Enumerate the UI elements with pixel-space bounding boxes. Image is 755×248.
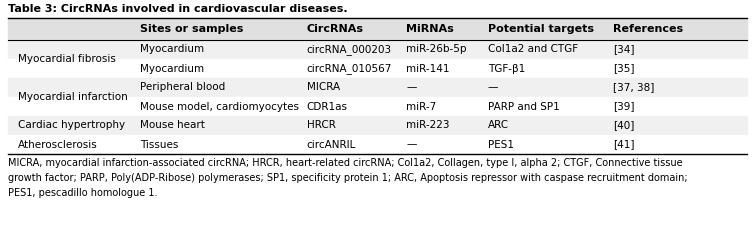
Text: MICRA: MICRA [307, 83, 340, 93]
Text: circRNA_000203: circRNA_000203 [307, 44, 392, 55]
Text: Myocardium: Myocardium [140, 63, 205, 73]
Text: circANRIL: circANRIL [307, 139, 356, 150]
Text: Mouse model, cardiomyocytes: Mouse model, cardiomyocytes [140, 101, 299, 112]
Text: —: — [406, 139, 417, 150]
Text: miR-141: miR-141 [406, 63, 450, 73]
Text: MICRA, myocardial infarction-associated circRNA; HRCR, heart-related circRNA; Co: MICRA, myocardial infarction-associated … [8, 158, 688, 198]
Text: CDR1as: CDR1as [307, 101, 347, 112]
Text: Table 3: CircRNAs involved in cardiovascular diseases.: Table 3: CircRNAs involved in cardiovasc… [8, 4, 347, 14]
Text: PES1: PES1 [488, 139, 513, 150]
Text: Myocardial fibrosis: Myocardial fibrosis [18, 54, 116, 64]
Text: miR-223: miR-223 [406, 121, 450, 130]
Bar [8, 59, 747, 78]
Text: miR-26b-5p: miR-26b-5p [406, 44, 467, 55]
Text: [37, 38]: [37, 38] [613, 83, 655, 93]
Text: circRNA_010567: circRNA_010567 [307, 63, 392, 74]
Bar [8, 78, 747, 97]
Text: Atherosclerosis: Atherosclerosis [18, 139, 98, 150]
Bar [8, 18, 747, 40]
Text: [39]: [39] [613, 101, 635, 112]
Text: —: — [406, 83, 417, 93]
Bar [8, 97, 747, 116]
Text: Myocardial infarction: Myocardial infarction [18, 92, 128, 102]
Text: Sites or samples: Sites or samples [140, 24, 244, 34]
Text: TGF-β1: TGF-β1 [488, 63, 525, 73]
Text: [40]: [40] [613, 121, 635, 130]
Text: Tissues: Tissues [140, 139, 179, 150]
Text: [35]: [35] [613, 63, 635, 73]
Text: [41]: [41] [613, 139, 635, 150]
Text: CircRNAs: CircRNAs [307, 24, 364, 34]
Text: MiRNAs: MiRNAs [406, 24, 454, 34]
Bar [8, 135, 747, 154]
Bar [8, 40, 747, 59]
Bar [8, 116, 747, 135]
Text: Cardiac hypertrophy: Cardiac hypertrophy [18, 121, 125, 130]
Text: Col1a2 and CTGF: Col1a2 and CTGF [488, 44, 578, 55]
Text: ARC: ARC [488, 121, 509, 130]
Text: [34]: [34] [613, 44, 635, 55]
Text: Peripheral blood: Peripheral blood [140, 83, 226, 93]
Text: PARP and SP1: PARP and SP1 [488, 101, 559, 112]
Text: Myocardium: Myocardium [140, 44, 205, 55]
Text: References: References [613, 24, 683, 34]
Text: —: — [488, 83, 498, 93]
Text: miR-7: miR-7 [406, 101, 436, 112]
Text: Potential targets: Potential targets [488, 24, 593, 34]
Text: HRCR: HRCR [307, 121, 335, 130]
Text: Mouse heart: Mouse heart [140, 121, 205, 130]
